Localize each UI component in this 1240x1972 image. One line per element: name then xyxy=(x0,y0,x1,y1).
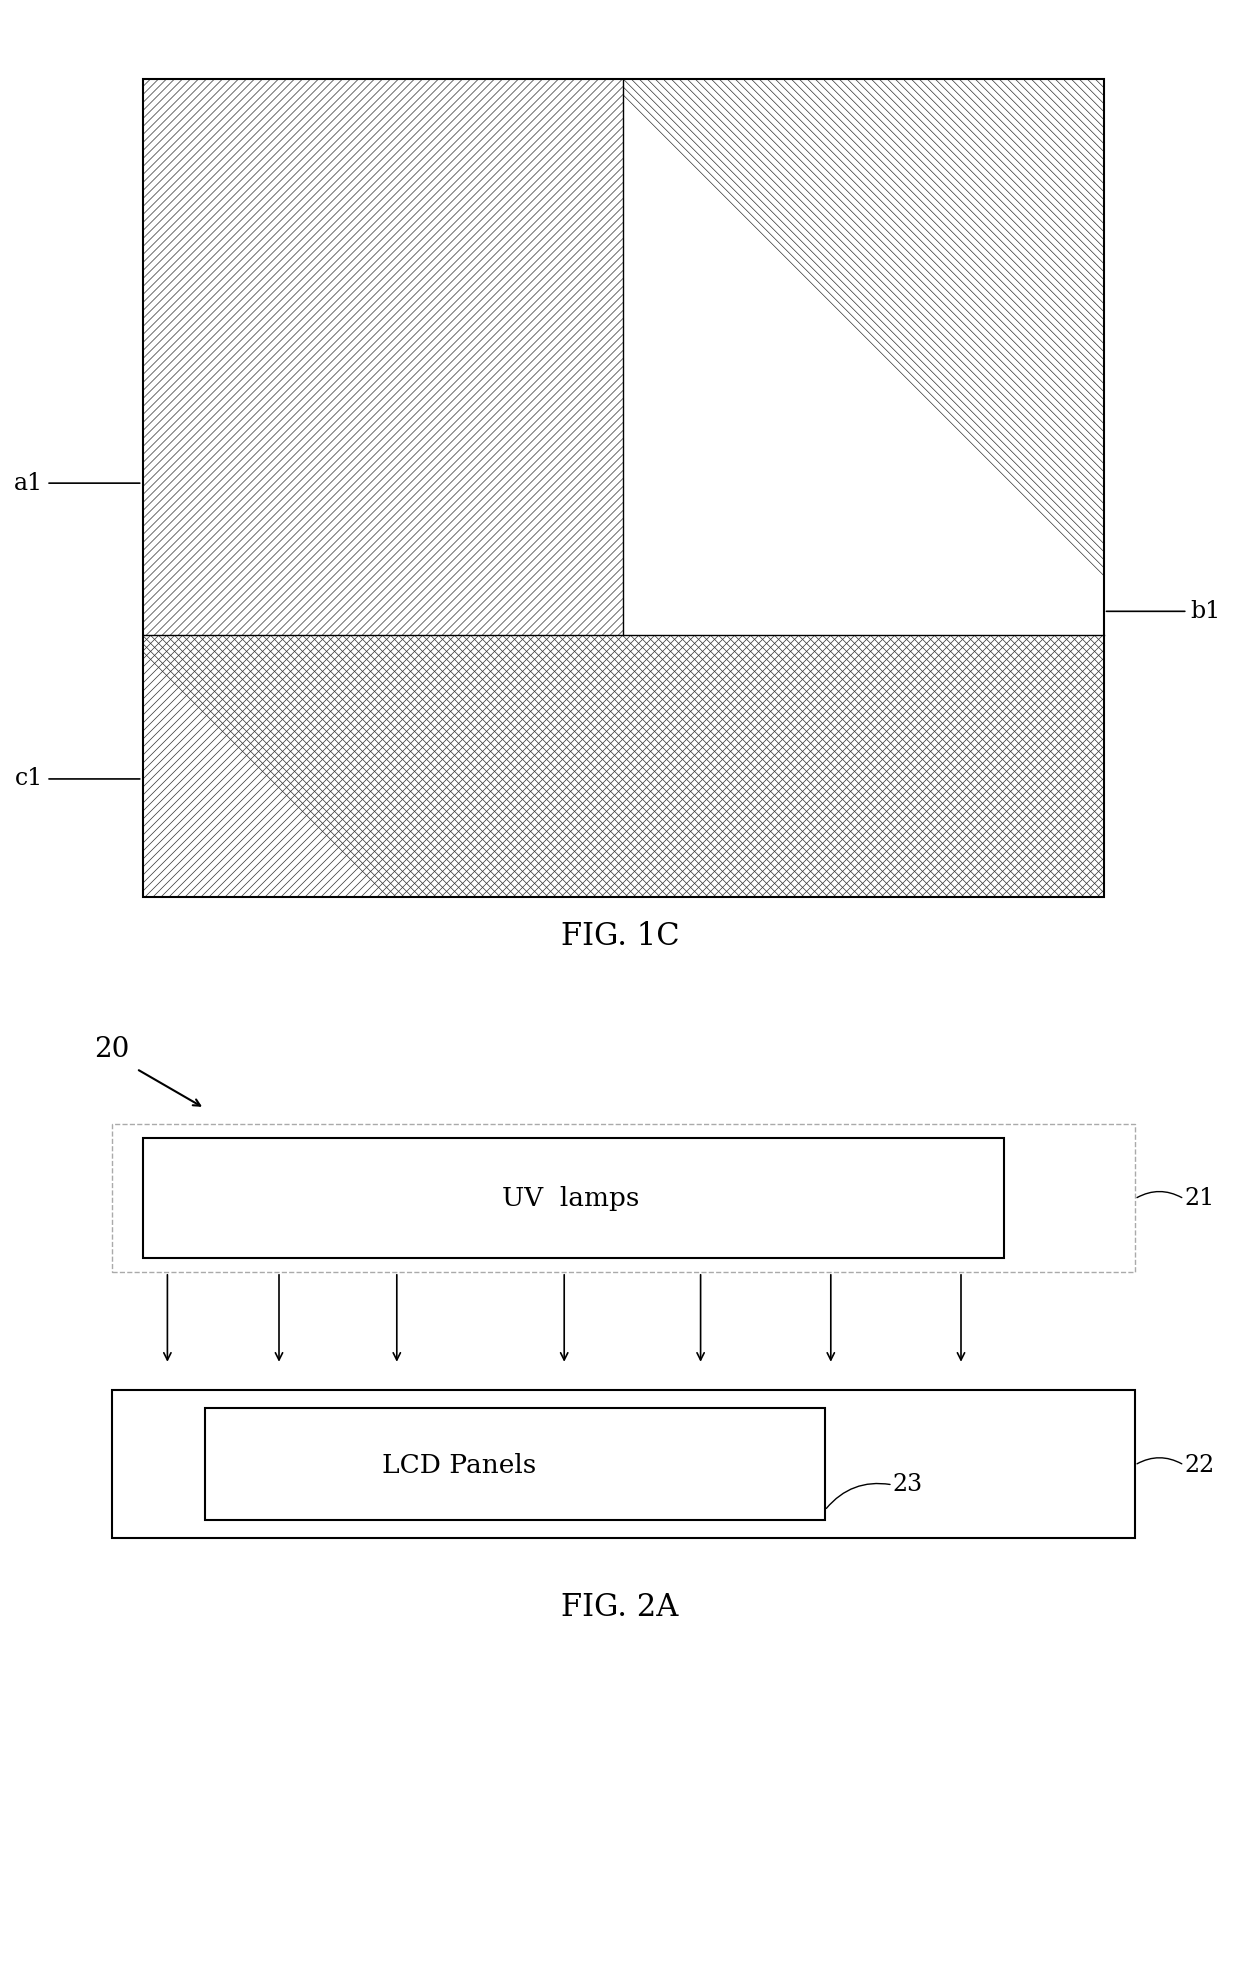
Bar xyxy=(143,79,1104,897)
Text: 20: 20 xyxy=(94,1035,129,1063)
Text: b1: b1 xyxy=(1106,599,1220,623)
Bar xyxy=(143,1138,1004,1258)
Text: 22: 22 xyxy=(1184,1453,1214,1477)
Bar xyxy=(112,1390,1135,1538)
Text: 23: 23 xyxy=(893,1473,923,1497)
Bar xyxy=(143,79,1104,897)
Text: FIG. 1C: FIG. 1C xyxy=(560,921,680,952)
Text: UV  lamps: UV lamps xyxy=(502,1187,639,1211)
Text: 21: 21 xyxy=(1184,1187,1214,1211)
Bar xyxy=(205,1408,825,1520)
Text: FIG. 2A: FIG. 2A xyxy=(562,1591,678,1623)
Text: a1: a1 xyxy=(15,471,140,495)
Text: LCD Panels: LCD Panels xyxy=(382,1453,536,1477)
Bar xyxy=(112,1124,1135,1272)
Text: c1: c1 xyxy=(15,767,140,791)
